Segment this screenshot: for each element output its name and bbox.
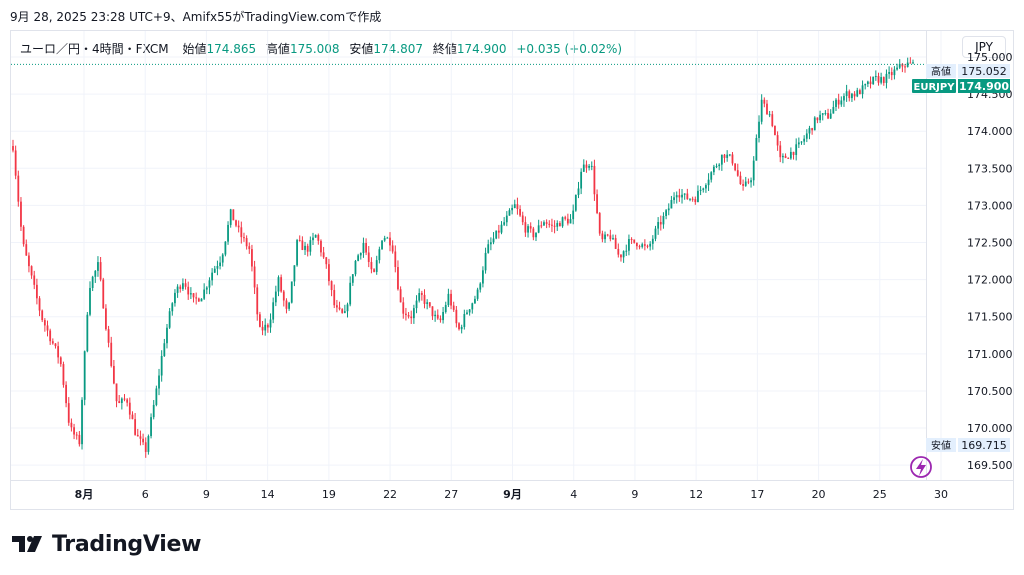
tradingview-logo[interactable]: TradingView: [12, 530, 201, 558]
symbol-label: ユーロ／円・4時間・FXCM: [20, 42, 169, 56]
high-label: 高値: [265, 42, 290, 56]
currency-button[interactable]: JPY: [962, 36, 1006, 58]
chart-caption: 9月 28, 2025 23:28 UTC+9、Amifx55がTradingV…: [10, 10, 382, 24]
ohlc-legend: ユーロ／円・4時間・FXCM 始値174.865 高値175.008 安値174…: [20, 40, 628, 57]
low-value: 174.807: [373, 42, 424, 56]
chart-frame: [10, 30, 1014, 510]
high-value: 175.008: [289, 42, 340, 56]
low-label: 安値: [349, 42, 374, 56]
open-value: 174.865: [206, 42, 257, 56]
open-label: 始値: [182, 42, 207, 56]
tv-logo-icon: [12, 536, 42, 552]
close-value: 174.900: [456, 42, 507, 56]
close-label: 終値: [432, 42, 457, 56]
brand-name: TradingView: [52, 531, 202, 557]
change-value: +0.035 (+0.02%): [516, 42, 623, 56]
